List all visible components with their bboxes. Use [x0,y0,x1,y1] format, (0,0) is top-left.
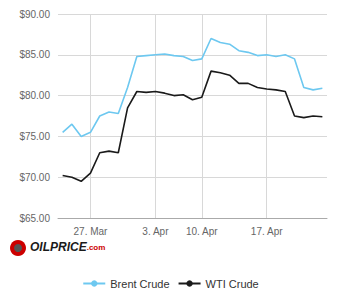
svg-text:$85.00: $85.00 [19,49,50,60]
svg-text:$80.00: $80.00 [19,90,50,101]
svg-text:$65.00: $65.00 [19,213,50,224]
svg-text:OILPRICE: OILPRICE [30,240,88,254]
svg-text:3. Apr: 3. Apr [142,226,169,237]
svg-text:WTI Crude: WTI Crude [206,278,259,290]
svg-text:10. Apr: 10. Apr [186,226,218,237]
svg-text:$70.00: $70.00 [19,172,50,183]
svg-text:$90.00: $90.00 [19,9,50,20]
svg-text:Brent Crude: Brent Crude [110,278,169,290]
svg-text:.com: .com [87,243,106,252]
svg-text:17. Apr: 17. Apr [251,226,283,237]
svg-text:$75.00: $75.00 [19,131,50,142]
svg-text:27. Mar: 27. Mar [74,226,109,237]
